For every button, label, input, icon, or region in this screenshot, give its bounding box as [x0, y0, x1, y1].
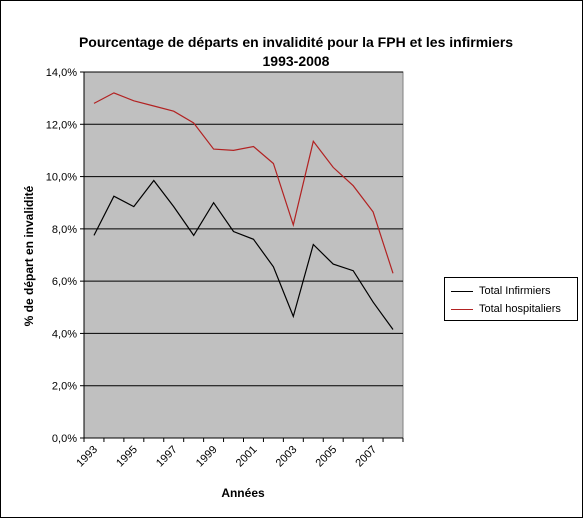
x-tick-label: 1999	[194, 444, 220, 470]
legend-swatch-hospitaliers	[451, 308, 473, 310]
plot-area	[83, 71, 404, 439]
x-tick-label: 1995	[114, 444, 140, 470]
legend-item-hospitaliers: Total hospitaliers	[451, 302, 561, 316]
y-tick-label: 8,0%	[52, 224, 77, 236]
y-tick-label: 6,0%	[52, 276, 77, 288]
x-tick-label: 2005	[314, 444, 340, 470]
x-tick-label: 2001	[234, 444, 260, 470]
x-tick-label: 2003	[274, 444, 300, 470]
legend-label-hospitaliers: Total hospitaliers	[479, 303, 561, 315]
x-tick-label: 1993	[74, 444, 100, 470]
chart-title: Pourcentage de départs en invalidité pou…	[78, 34, 514, 69]
legend-swatch-infirmiers	[451, 290, 473, 292]
legend-item-infirmiers: Total Infirmiers	[451, 284, 551, 298]
x-tick-label: 1997	[154, 444, 180, 470]
series-line-1	[93, 92, 394, 274]
legend: Total Infirmiers Total hospitaliers	[444, 277, 578, 321]
x-tick-label: 2007	[353, 444, 379, 470]
y-tick-label: 2,0%	[52, 381, 77, 393]
y-axis-title: % de départ en invalidité	[22, 185, 36, 326]
x-axis-title: Années	[221, 486, 265, 500]
series-line-0	[93, 179, 394, 330]
y-tick-label: 10,0%	[46, 172, 77, 184]
y-tick-label: 14,0%	[46, 67, 77, 79]
y-tick-label: 12,0%	[46, 119, 77, 131]
legend-label-infirmiers: Total Infirmiers	[479, 285, 551, 297]
y-tick-label: 4,0%	[52, 328, 77, 340]
y-tick-label: 0,0%	[52, 433, 77, 445]
